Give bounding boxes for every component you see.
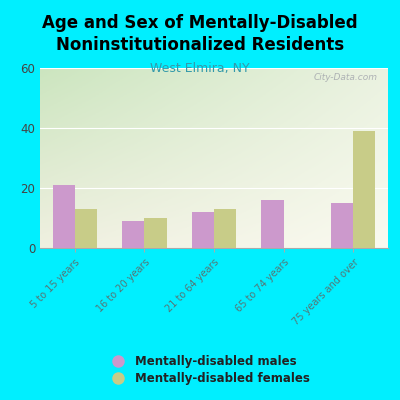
Text: West Elmira, NY: West Elmira, NY bbox=[150, 62, 250, 75]
Bar bbox=[122, 221, 144, 248]
Bar bbox=[144, 218, 167, 248]
Bar bbox=[52, 185, 75, 248]
Bar bbox=[214, 209, 236, 248]
Legend: Mentally-disabled males, Mentally-disabled females: Mentally-disabled males, Mentally-disabl… bbox=[101, 350, 315, 390]
Bar bbox=[261, 200, 284, 248]
Bar bbox=[192, 212, 214, 248]
Bar bbox=[353, 131, 376, 248]
Text: Age and Sex of Mentally-Disabled
Noninstitutionalized Residents: Age and Sex of Mentally-Disabled Noninst… bbox=[42, 14, 358, 54]
Bar bbox=[75, 209, 97, 248]
Text: City-Data.com: City-Data.com bbox=[314, 73, 378, 82]
Bar bbox=[331, 203, 353, 248]
